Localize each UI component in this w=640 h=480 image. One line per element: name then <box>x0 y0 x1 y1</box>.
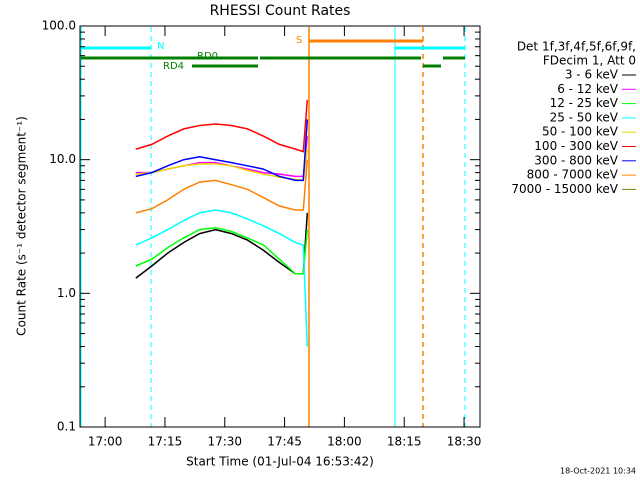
legend-label: 7000 - 15000 keV <box>511 182 618 196</box>
series-line <box>135 149 309 182</box>
x-tick-label: 17:00 <box>88 435 123 449</box>
plot-frame <box>79 25 481 428</box>
flag-label: S <box>296 35 302 46</box>
x-tick-label: 18:30 <box>447 435 482 449</box>
x-tick-label: 17:45 <box>267 435 302 449</box>
y-axis-label: Count Rate (s⁻¹ detector segment⁻¹) <box>15 116 29 336</box>
series-line <box>135 119 309 182</box>
y-tick-label: 1.0 <box>57 286 76 300</box>
legend-label: 6 - 12 keV <box>557 82 619 96</box>
timestamp: 18-Oct-2021 10:34 <box>560 467 636 476</box>
x-axis-label: Start Time (01-Jul-04 16:53:42) <box>186 455 374 469</box>
series-line <box>135 159 309 214</box>
legend-label: 300 - 800 keV <box>534 153 618 167</box>
y-tick-label: 10.0 <box>49 152 76 166</box>
flag-label: RD0 <box>197 51 218 62</box>
series-line <box>135 99 309 153</box>
series-line <box>135 226 309 275</box>
legend-label: 12 - 25 keV <box>550 96 619 110</box>
series-line <box>135 209 309 347</box>
flag-label: RD4 <box>163 61 184 72</box>
legend-label: 3 - 6 keV <box>565 68 619 82</box>
x-tick-label: 18:15 <box>387 435 422 449</box>
chart-title: RHESSI Count Rates <box>210 3 351 19</box>
flag-label: N <box>157 41 164 52</box>
flags <box>80 27 466 427</box>
y-tick-label: 0.1 <box>57 420 76 434</box>
legend-label: 50 - 100 keV <box>542 125 619 139</box>
legend-label: 25 - 50 keV <box>550 110 619 124</box>
x-tick-label: 17:30 <box>207 435 242 449</box>
y-tick-label: 100.0 <box>42 19 76 33</box>
x-tick-label: 17:15 <box>148 435 183 449</box>
x-tick-label: 18:00 <box>327 435 362 449</box>
legend-header: FDecim 1, Att 0 <box>543 54 636 68</box>
legend-header: Det 1f,3f,4f,5f,6f,9f, <box>517 40 636 54</box>
legend-label: 100 - 300 keV <box>534 139 618 153</box>
legend-label: 800 - 7000 keV <box>527 168 619 182</box>
